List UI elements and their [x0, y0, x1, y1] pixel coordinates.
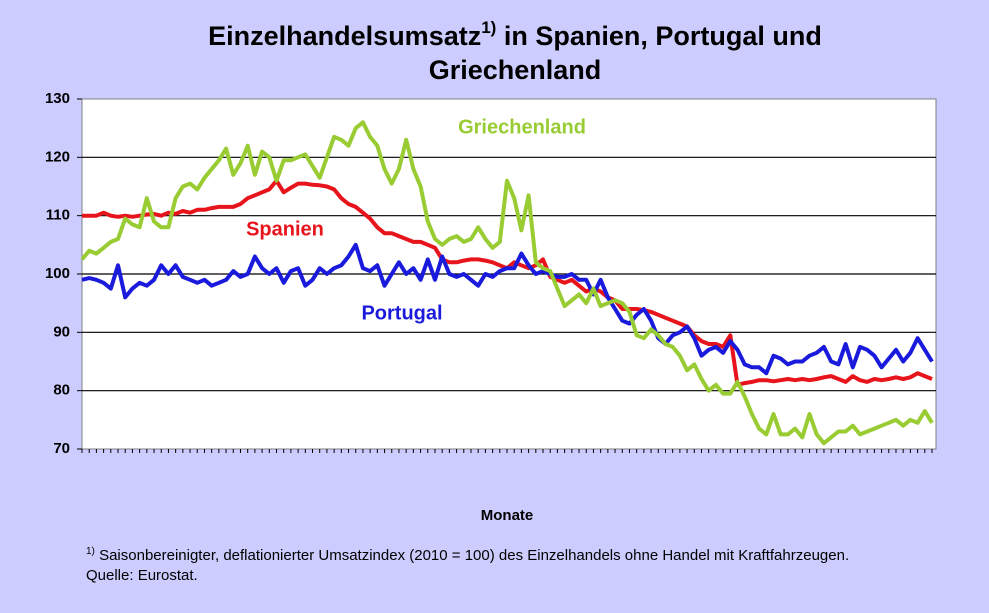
plot	[80, 120, 936, 446]
series-line	[80, 120, 934, 446]
y-tick-label: 70	[53, 440, 70, 457]
y-tick-label: 130	[45, 90, 70, 107]
x-axis-label: Monate	[481, 507, 534, 524]
y-tick-label: 120	[45, 148, 70, 165]
y-tick-label: 90	[53, 323, 70, 340]
y-tick-label: 110	[46, 207, 70, 224]
y-tick-label: 100	[45, 265, 70, 282]
series-label: Spanien	[246, 218, 324, 240]
footnote: 1) Saisonbereinigter, deflationierter Um…	[86, 546, 849, 564]
y-tick-label: 80	[53, 382, 70, 399]
series-label: Griechenland	[458, 116, 586, 138]
footnote-source: Quelle: Eurostat.	[86, 567, 198, 584]
chart-title: Griechenland	[429, 55, 602, 85]
series-label: Portugal	[361, 302, 442, 324]
chart-title: Einzelhandelsumsatz1) in Spanien, Portug…	[208, 18, 822, 51]
series-line	[81, 242, 934, 376]
